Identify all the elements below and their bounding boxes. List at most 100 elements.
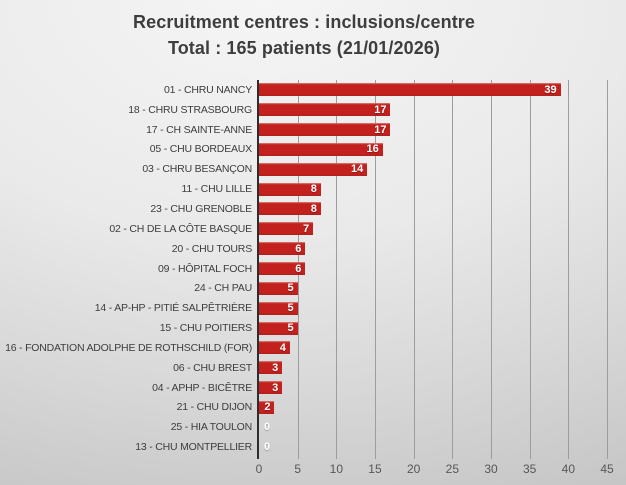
chart-row: 21 - CHU DIJON 2 2 bbox=[0, 398, 607, 418]
bar-track: 5 5 bbox=[259, 321, 607, 335]
bar-track: 6 6 bbox=[259, 262, 607, 276]
category-label: 05 - CHU BORDEAUX bbox=[149, 143, 252, 156]
category-label: 13 - CHU MONTPELLIER bbox=[135, 441, 252, 454]
bar-track: 4 4 bbox=[259, 341, 607, 355]
bar-track: 2 2 bbox=[259, 400, 607, 414]
bar-track: 7 7 bbox=[259, 222, 607, 236]
x-tick-label: 30 bbox=[484, 462, 498, 476]
bar-value-label: 0 bbox=[264, 440, 271, 453]
chart-row: 03 - CHRU BESANÇON 14 14 bbox=[0, 159, 607, 179]
gridline bbox=[413, 80, 415, 459]
x-tick-label: 40 bbox=[561, 462, 576, 476]
category-label: 21 - CHU DIJON bbox=[176, 401, 253, 414]
chart-title-line2: Total : 165 patients (21/01/2026) bbox=[167, 38, 441, 58]
bar-value-label: 7 bbox=[303, 222, 310, 235]
category-label: 01 - CHRU NANCY bbox=[163, 83, 252, 96]
bar-value-label: 14 bbox=[351, 163, 364, 176]
category-label: 20 - CHU TOURS bbox=[171, 242, 252, 255]
bar: 5 bbox=[259, 281, 298, 295]
bar: 5 bbox=[259, 321, 298, 335]
chart-row: 24 - CH PAU 5 5 bbox=[0, 278, 607, 298]
bar-track: 5 5 bbox=[259, 301, 607, 315]
bar-track: 0 0 bbox=[259, 441, 607, 454]
bar-rows: 01 - CHRU NANCY 39 39 18 - CHRU STRASBOU… bbox=[0, 80, 607, 457]
bar-track: 17 17 bbox=[259, 123, 607, 137]
x-tick-label: 10 bbox=[329, 462, 344, 476]
bar-value-label: 6 bbox=[295, 262, 302, 275]
category-axis-line bbox=[257, 80, 259, 459]
x-tick-label: 20 bbox=[406, 462, 421, 476]
bar: 3 bbox=[259, 361, 283, 375]
gridline bbox=[491, 80, 492, 459]
bar-value-label: 5 bbox=[287, 322, 294, 335]
chart-row: 04 - APHP - BICÊTRE 3 3 bbox=[0, 378, 607, 398]
bar-value-label: 3 bbox=[272, 381, 279, 394]
chart-row: 01 - CHRU NANCY 39 39 bbox=[0, 80, 607, 100]
bar: 6 bbox=[259, 262, 306, 276]
x-tick-label: 0 bbox=[255, 462, 263, 476]
x-tick-label: 45 bbox=[600, 462, 614, 476]
bar-value-label: 0 bbox=[264, 420, 271, 433]
bar-value-label: 6 bbox=[295, 242, 302, 255]
chart-row: 13 - CHU MONTPELLIER 0 0 bbox=[0, 437, 607, 457]
gridline bbox=[452, 80, 454, 459]
category-label: 09 - HÔPITAL FOCH bbox=[157, 262, 252, 275]
category-label: 15 - CHU POITIERS bbox=[159, 322, 252, 335]
chart-row: 16 - FONDATION ADOLPHE DE ROTHSCHILD (FO… bbox=[0, 338, 607, 358]
bar-value-label: 5 bbox=[287, 282, 294, 295]
bar-track: 8 8 bbox=[259, 182, 607, 196]
chart-row: 25 - HIA TOULON 0 0 bbox=[0, 417, 607, 437]
bar: 4 bbox=[259, 341, 290, 355]
bar-track: 39 39 bbox=[259, 83, 607, 97]
bar-track: 3 3 bbox=[259, 361, 607, 375]
chart-row: 11 - CHU LILLE 8 8 bbox=[0, 179, 607, 199]
chart-row: 15 - CHU POITIERS 5 5 bbox=[0, 318, 607, 338]
bar-track: 16 16 bbox=[259, 142, 607, 156]
chart-row: 20 - CHU TOURS 6 6 bbox=[0, 239, 607, 259]
bar-value-label: 4 bbox=[279, 341, 286, 354]
chart-row: 23 - CHU GRENOBLE 8 8 bbox=[0, 199, 607, 219]
bar: 7 bbox=[259, 222, 314, 236]
bar-track: 8 8 bbox=[259, 202, 607, 216]
bar-track: 17 17 bbox=[259, 103, 607, 117]
gridline bbox=[336, 80, 338, 459]
bar-track: 6 6 bbox=[259, 242, 607, 256]
x-axis-ticks: 0 5 10 15 20 25 30 35 40 45 bbox=[255, 462, 614, 478]
category-label: 23 - CHU GRENOBLE bbox=[150, 202, 252, 215]
gridline bbox=[529, 80, 531, 459]
bar-value-label: 17 bbox=[374, 123, 387, 136]
chart-row: 06 - CHU BREST 3 3 bbox=[0, 358, 607, 378]
chart-row: 09 - HÔPITAL FOCH 6 6 bbox=[0, 259, 607, 279]
bar: 3 bbox=[259, 381, 283, 395]
gridline bbox=[374, 80, 376, 459]
category-label: 02 - CH DE LA CÔTE BASQUE bbox=[109, 222, 252, 235]
category-label: 18 - CHRU STRASBOURG bbox=[128, 103, 252, 116]
bar-value-label: 8 bbox=[310, 183, 317, 196]
category-label: 14 - AP-HP - PITIÉ SALPÊTRIÈRE bbox=[94, 302, 252, 315]
category-label: 04 - APHP - BICÊTRE bbox=[152, 381, 252, 394]
bar-value-label: 8 bbox=[310, 202, 317, 215]
bar-track: 0 0 bbox=[259, 421, 607, 434]
gridline bbox=[607, 80, 608, 459]
x-tick-label: 25 bbox=[445, 462, 460, 476]
bar: 6 bbox=[259, 242, 306, 256]
bar: 5 bbox=[259, 301, 298, 315]
bar: 8 bbox=[259, 202, 321, 216]
chart-title-line1: Recruitment centres : inclusions/centre bbox=[133, 12, 475, 32]
category-label: 03 - CHRU BESANÇON bbox=[142, 163, 252, 176]
bar: 2 bbox=[259, 400, 275, 414]
category-label: 25 - HIA TOULON bbox=[170, 421, 252, 434]
bar: 16 bbox=[259, 142, 383, 156]
bar-value-label: 39 bbox=[544, 83, 557, 96]
bar-value-label: 2 bbox=[264, 401, 271, 414]
bar-value-label: 5 bbox=[287, 302, 294, 315]
bar-track: 14 14 bbox=[259, 162, 607, 176]
bar-value-label: 16 bbox=[366, 143, 379, 156]
x-tick-label: 5 bbox=[294, 462, 301, 476]
category-label: 17 - CH SAINTE-ANNE bbox=[146, 123, 252, 136]
category-label: 11 - CHU LILLE bbox=[181, 183, 252, 196]
x-tick-label: 15 bbox=[368, 462, 382, 476]
chart-row: 17 - CH SAINTE-ANNE 17 17 bbox=[0, 120, 607, 140]
bar-value-label: 3 bbox=[272, 361, 279, 374]
